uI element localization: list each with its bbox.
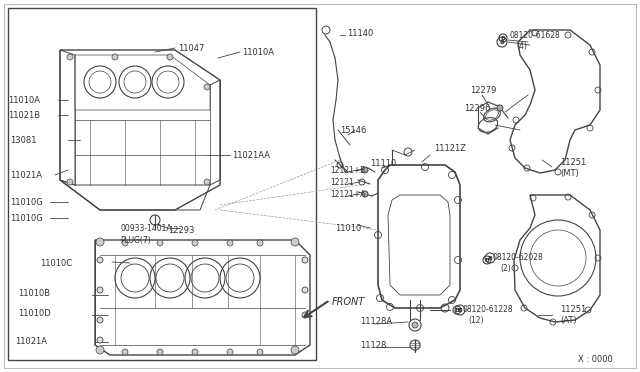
Text: 11251: 11251 <box>560 305 586 314</box>
Text: 11010B: 11010B <box>18 289 50 298</box>
Text: 11010G: 11010G <box>10 214 43 222</box>
Text: (12): (12) <box>468 315 483 324</box>
Text: (AT): (AT) <box>560 315 577 324</box>
Circle shape <box>204 179 210 185</box>
Text: 15146: 15146 <box>340 125 366 135</box>
Circle shape <box>302 287 308 293</box>
Circle shape <box>362 191 368 197</box>
Text: B: B <box>500 39 504 45</box>
Circle shape <box>227 349 233 355</box>
Text: X : 0000: X : 0000 <box>578 356 612 365</box>
Text: 08120-61228: 08120-61228 <box>463 305 514 314</box>
Circle shape <box>157 349 163 355</box>
Circle shape <box>96 346 104 354</box>
Text: 11010D: 11010D <box>18 308 51 317</box>
Text: (MT): (MT) <box>560 169 579 177</box>
Text: 12293: 12293 <box>168 225 195 234</box>
Text: 12121+A: 12121+A <box>330 189 365 199</box>
Text: B: B <box>454 308 460 312</box>
Text: 11140: 11140 <box>347 29 373 38</box>
Text: 08120-62028: 08120-62028 <box>493 253 544 263</box>
Text: 11010: 11010 <box>335 224 361 232</box>
Circle shape <box>497 105 503 111</box>
Text: PLUG(7): PLUG(7) <box>120 235 151 244</box>
Text: B: B <box>484 257 490 263</box>
Text: 13081: 13081 <box>10 135 36 144</box>
Circle shape <box>362 167 368 173</box>
Text: 11010C: 11010C <box>40 259 72 267</box>
Text: B: B <box>458 308 463 312</box>
Circle shape <box>257 349 263 355</box>
Text: 12296: 12296 <box>464 103 490 112</box>
Circle shape <box>227 240 233 246</box>
Bar <box>8 8 316 360</box>
Text: 11121Z: 11121Z <box>434 144 466 153</box>
Text: 11010A: 11010A <box>242 48 274 57</box>
Text: 11128A: 11128A <box>360 317 392 327</box>
Circle shape <box>96 238 104 246</box>
Circle shape <box>67 179 73 185</box>
Circle shape <box>302 257 308 263</box>
Text: 11021B: 11021B <box>8 110 40 119</box>
Circle shape <box>67 54 73 60</box>
Circle shape <box>112 54 118 60</box>
Circle shape <box>97 287 103 293</box>
Text: 11021A: 11021A <box>15 337 47 346</box>
Circle shape <box>257 240 263 246</box>
Circle shape <box>157 240 163 246</box>
Circle shape <box>97 337 103 343</box>
Circle shape <box>291 238 299 246</box>
Circle shape <box>97 317 103 323</box>
Circle shape <box>412 322 418 328</box>
Text: 11010G: 11010G <box>10 198 43 206</box>
Text: 12279: 12279 <box>470 86 497 94</box>
Circle shape <box>192 240 198 246</box>
Circle shape <box>302 312 308 318</box>
Text: 08120-61628: 08120-61628 <box>510 31 561 39</box>
Text: 11110: 11110 <box>370 158 396 167</box>
Text: B: B <box>488 256 492 260</box>
Text: 12121+B: 12121+B <box>330 166 365 174</box>
Text: (4): (4) <box>516 42 527 51</box>
Text: 11021A: 11021A <box>10 170 42 180</box>
Circle shape <box>291 346 299 354</box>
Circle shape <box>122 349 128 355</box>
Text: 11010A: 11010A <box>8 96 40 105</box>
Circle shape <box>122 240 128 246</box>
Text: 11251: 11251 <box>560 157 586 167</box>
Text: 11047: 11047 <box>178 44 204 52</box>
Text: FRONT: FRONT <box>332 297 365 307</box>
Circle shape <box>192 349 198 355</box>
Text: 00933-1401A: 00933-1401A <box>120 224 172 232</box>
Text: 11021AA: 11021AA <box>232 151 270 160</box>
Text: 11128: 11128 <box>360 340 387 350</box>
Text: B: B <box>500 35 506 41</box>
Text: (2): (2) <box>500 263 511 273</box>
Text: 12121: 12121 <box>330 177 354 186</box>
Circle shape <box>167 54 173 60</box>
Circle shape <box>97 257 103 263</box>
Circle shape <box>204 84 210 90</box>
